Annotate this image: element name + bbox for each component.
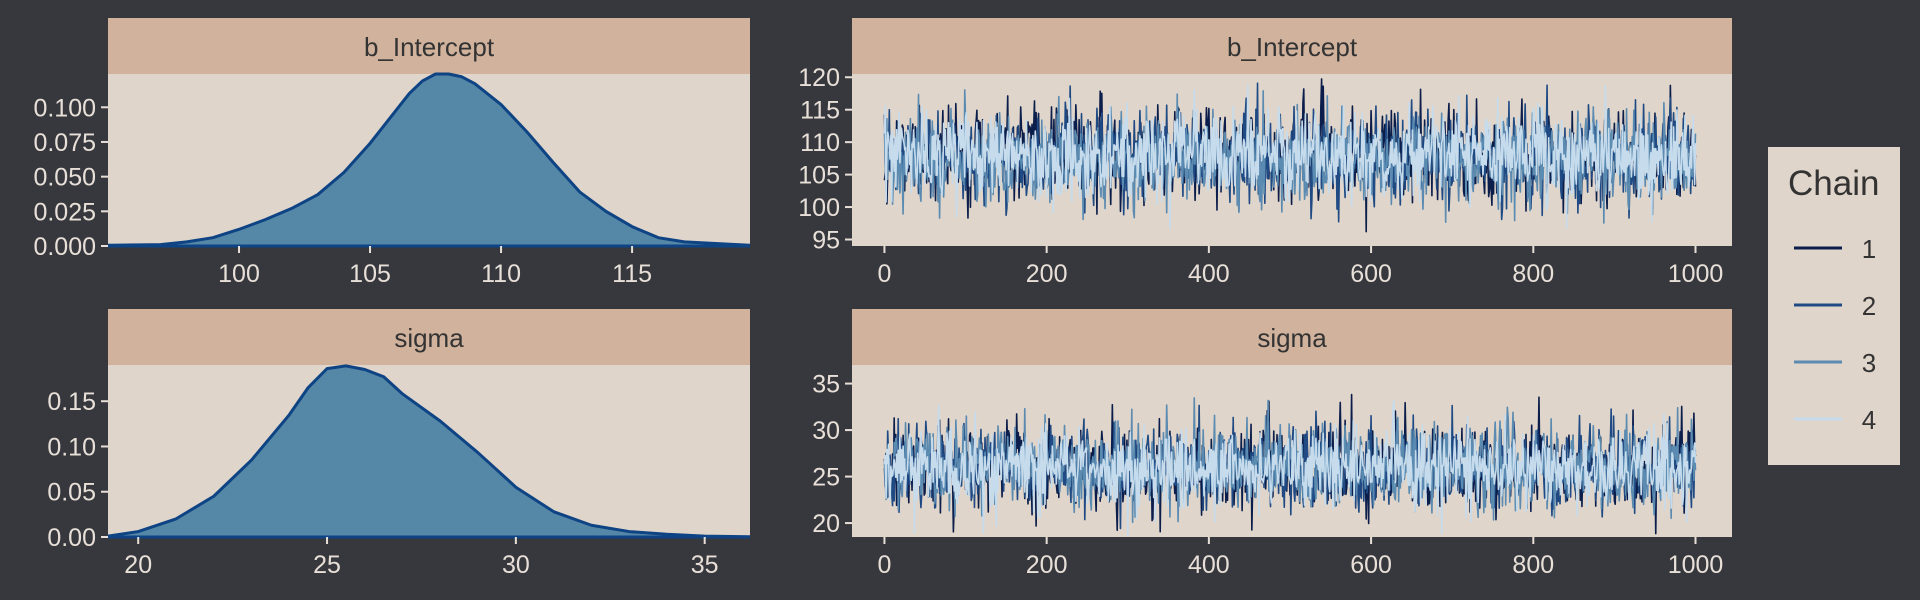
facet-strip-label: sigma: [1257, 323, 1327, 353]
x-tick-label: 35: [691, 551, 719, 579]
y-tick-label: 25: [812, 464, 840, 492]
facet-strip-label: b_Intercept: [364, 32, 495, 62]
x-tick-label: 105: [349, 260, 391, 288]
y-tick-label: 100: [798, 194, 840, 222]
legend-label: 3: [1862, 348, 1876, 378]
y-tick-label: 0.10: [47, 433, 96, 461]
facet-strip: [852, 18, 1732, 74]
panel-density-sigma: sigma 20 25 30 35 0.00 0.05 0.10 0.15: [47, 309, 751, 579]
panel-density-b-intercept: b_Intercept 100 105 110 115 0.000 0.025 0.050 0…: [33, 18, 751, 288]
y-tick-label: 0.15: [47, 388, 96, 416]
x-tick-label: 800: [1512, 260, 1554, 288]
panel-trace-b-intercept: b_Intercept 0 200 400 600 800 1000 95 100 105 110…: [798, 18, 1732, 288]
y-tick-label: 120: [798, 64, 840, 92]
trace-line-chain-4: [883, 84, 1697, 230]
y-tick-label: 0.100: [33, 94, 96, 122]
x-tick-label: 20: [124, 551, 152, 579]
x-tick-label: 400: [1188, 260, 1230, 288]
facet-strip: [108, 18, 750, 74]
x-tick-label: 0: [877, 551, 891, 579]
trace-line-chain-4: [883, 399, 1697, 537]
y-tick-label: 0.00: [47, 524, 96, 552]
density-area: [108, 365, 750, 537]
density-line: [107, 72, 751, 247]
x-tick-label: 1000: [1668, 260, 1724, 288]
x-tick-label: 25: [313, 551, 341, 579]
legend-label: 4: [1862, 405, 1876, 435]
chain-legend: Chain 1 2 3 4: [1768, 147, 1900, 465]
facet-strip-label: b_Intercept: [1227, 32, 1358, 62]
panel-trace-sigma: sigma 0 200 400 600 800 1000 20 25 30 35: [812, 309, 1732, 579]
x-tick-label: 600: [1350, 260, 1392, 288]
y-tick-label: 35: [812, 371, 840, 399]
plot-area: 100 105 110 115 0.000 0.025 0.050 0.075 0.100: [33, 72, 751, 288]
y-tick-label: 115: [800, 97, 840, 125]
y-tick-label: 0.050: [33, 164, 96, 192]
x-tick-label: 200: [1026, 260, 1068, 288]
y-tick-label: 110: [800, 129, 840, 157]
legend-items: 1 2 3 4: [1794, 234, 1876, 435]
plot-area: 0 200 400 600 800 1000 20 25 30 35: [812, 371, 1723, 579]
x-tick-label: 115: [612, 260, 652, 288]
plot-area: 20 25 30 35 0.00 0.05 0.10 0.15: [47, 364, 751, 579]
x-tick-label: 1000: [1668, 551, 1724, 579]
density-line: [107, 364, 751, 539]
facet-strip: [852, 309, 1732, 365]
y-tick-label: 0.05: [47, 479, 96, 507]
x-tick-label: 200: [1026, 551, 1068, 579]
y-tick-label: 105: [798, 162, 840, 190]
x-tick-label: 400: [1188, 551, 1230, 579]
x-tick-label: 0: [877, 260, 891, 288]
y-tick-label: 30: [812, 417, 840, 445]
legend-label: 1: [1862, 234, 1876, 264]
y-tick-label: 20: [812, 510, 840, 538]
x-tick-label: 800: [1512, 551, 1554, 579]
y-tick-label: 0.025: [33, 198, 96, 226]
facet-strip-label: sigma: [394, 323, 464, 353]
x-tick-label: 30: [502, 551, 530, 579]
x-tick-label: 600: [1350, 551, 1392, 579]
x-tick-label: 100: [218, 260, 260, 288]
facet-strip: [108, 309, 750, 365]
legend-title: Chain: [1788, 164, 1879, 203]
y-tick-label: 0.075: [33, 129, 96, 157]
y-tick-label: 0.000: [33, 233, 96, 261]
plot-area: 0 200 400 600 800 1000 95 100 105 110 115 120: [798, 64, 1723, 288]
y-tick-label: 95: [812, 227, 840, 255]
x-tick-label: 110: [481, 260, 521, 288]
density-area: [108, 74, 750, 246]
legend-label: 2: [1862, 291, 1876, 321]
